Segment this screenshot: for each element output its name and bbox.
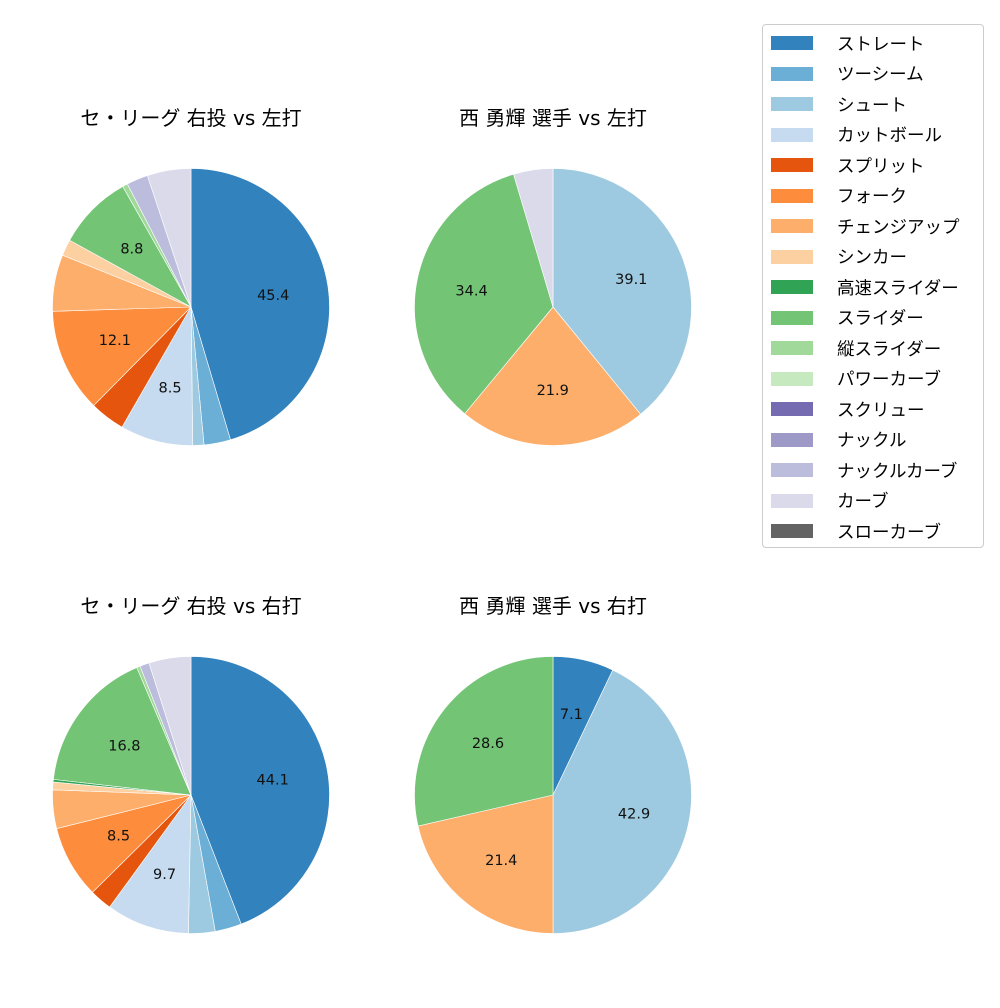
legend-swatch: [771, 280, 813, 294]
legend-label: シュート: [837, 95, 907, 116]
legend-label: 縦スライダー: [837, 339, 942, 360]
slice-value-label: 12.1: [99, 333, 131, 349]
legend-swatch: [771, 432, 813, 447]
legend-swatch: [771, 463, 813, 477]
legend-label: カーブ: [837, 492, 889, 512]
legend-swatch: [771, 341, 813, 355]
slice-value-label: 34.4: [455, 283, 487, 299]
chart-legend: ストレートツーシームシュートカットボール スプリットフォークチェンジアップ シンカー…: [762, 24, 984, 548]
pie-slice: [552, 669, 692, 934]
pie-slice: [414, 656, 554, 827]
legend-label: スクリュー: [837, 400, 925, 421]
legend-item: 縦スライダー: [771, 338, 942, 360]
legend-item: シンカー: [771, 247, 907, 268]
legend-item: スライダー: [771, 308, 924, 329]
legend-swatch: [771, 524, 813, 538]
chart-title: 西 勇輝 選手 vs 左打: [459, 106, 647, 130]
legend-label: ストレート: [837, 34, 925, 55]
legend-label: ナックルカーブ: [837, 461, 958, 482]
legend-swatch: [771, 371, 813, 386]
legend-label: 高速スライダー: [837, 278, 959, 299]
legend-swatch: [771, 36, 813, 50]
slice-value-label: 39.1: [615, 272, 647, 288]
pie-slice: [552, 168, 692, 415]
slice-value-label: 44.1: [257, 773, 289, 789]
legend-swatch: [771, 219, 813, 233]
slice-value-label: 21.9: [537, 383, 569, 399]
chart-title: セ・リーグ 右投 vs 左打: [80, 106, 302, 130]
legend-item: スクリュー: [771, 399, 925, 421]
legend-swatch: [771, 493, 813, 508]
pie-chart: 39.1 21.9 34.4: [414, 168, 692, 446]
pie-chart: 7.1 42.9 21.4 28.6: [414, 656, 692, 934]
slice-value-label: 42.9: [618, 806, 650, 822]
pie-slice: [109, 794, 192, 934]
legend-item: シュート: [771, 94, 907, 116]
chart-title: セ・リーグ 右投 vs 右打: [80, 594, 302, 618]
pie-panel-league-vs-right: セ・リーグ 右投 vs 右打 44.1 9.7 8.5 16.8: [41, 588, 341, 1008]
pie-slice: [417, 794, 554, 934]
slice-value-label: 9.7: [153, 867, 176, 883]
pie-slice: [146, 168, 192, 308]
pie-slice: [148, 656, 192, 796]
legend-item: ツーシーム: [771, 64, 924, 85]
legend-label: チェンジアップ: [837, 217, 960, 238]
slice-value-label: 45.4: [257, 288, 289, 304]
slice-value-label: 8.5: [159, 380, 182, 396]
pie-panel-player-vs-right: 西 勇輝 選手 vs 右打 7.1 42.9 21.4 28.6: [403, 588, 703, 1008]
legend-item: カットボール: [771, 125, 942, 146]
slice-value-label: 28.6: [472, 736, 504, 752]
legend-swatch: [771, 158, 813, 172]
legend-label: ナックル: [837, 431, 907, 451]
legend-label: シンカー: [837, 248, 907, 268]
slice-value-label: 8.8: [120, 242, 143, 258]
pie-chart: 44.1 9.7 8.5 16.8: [52, 656, 330, 934]
pie-slice: [53, 667, 192, 796]
pie-slice: [414, 173, 554, 415]
slice-value-label: 8.5: [107, 829, 130, 845]
legend-label: スプリット: [837, 156, 925, 177]
legend-item: ナックルカーブ: [771, 460, 958, 482]
legend-item: 高速スライダー: [771, 277, 959, 299]
chart-title: 西 勇輝 選手 vs 右打: [459, 594, 647, 618]
legend-swatch: [771, 249, 813, 264]
slice-value-label: 21.4: [485, 853, 517, 869]
legend-swatch: [771, 188, 813, 203]
legend-label: パワーカーブ: [837, 370, 941, 390]
legend-swatch: [771, 97, 813, 111]
pie-chart: 45.4 8.5 12.1 8.8: [52, 168, 330, 446]
slice-value-label: 16.8: [108, 738, 140, 754]
legend-item: ナックル: [771, 430, 907, 451]
legend-item: ストレート: [771, 33, 925, 55]
legend-label: ツーシーム: [837, 65, 924, 85]
legend-label: スライダー: [837, 309, 924, 329]
legend-label: フォーク: [837, 187, 907, 207]
pie-slice: [190, 656, 330, 925]
slice-value-label: 7.1: [560, 707, 583, 723]
legend-item: スローカーブ: [771, 521, 941, 543]
legend-label: カットボール: [837, 126, 942, 146]
pie-slice: [513, 168, 554, 308]
legend-label: スローカーブ: [837, 522, 941, 543]
legend-swatch: [771, 127, 813, 142]
legend-item: スプリット: [771, 155, 925, 177]
legend-swatch: [771, 402, 813, 416]
legend-item: フォーク: [771, 186, 907, 207]
pie-slice: [52, 306, 192, 406]
legend-swatch: [771, 310, 813, 325]
pie-slice: [464, 306, 642, 446]
pie-panel-league-vs-left: セ・リーグ 右投 vs 左打 45.4 8.5 12.1 8.8: [41, 100, 341, 520]
legend-item: チェンジアップ: [771, 216, 960, 238]
legend-swatch: [771, 66, 813, 81]
pie-panel-player-vs-left: 西 勇輝 選手 vs 左打 39.1 21.9 34.4: [403, 100, 703, 520]
legend-item: カーブ: [771, 491, 889, 512]
legend-item: パワーカーブ: [771, 369, 941, 390]
pie-slice: [190, 168, 330, 441]
